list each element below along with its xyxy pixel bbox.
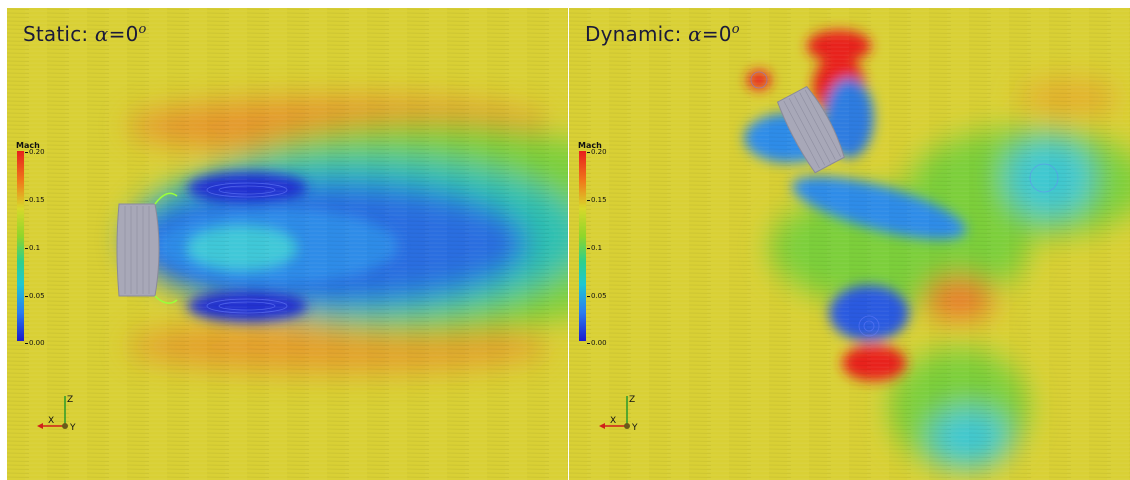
colorbar-gradient (579, 151, 586, 341)
colorbar-gradient (17, 151, 24, 341)
colorbar-tick: 0.00 (587, 339, 607, 347)
capsule-body (776, 85, 845, 174)
colorbar-tick: 0.15 (25, 196, 45, 204)
colorbar-tick: 0.20 (587, 148, 607, 156)
static-flow-panel: Static: α=0o Mach 0.20 0.15 0.1 0.05 0.0… (7, 8, 568, 480)
colorbar-tick: 0.00 (25, 339, 45, 347)
capsule-body (116, 192, 178, 304)
colorbar-tick: 0.05 (25, 292, 45, 300)
panel-title: Static: α=0o (23, 22, 147, 46)
dynamic-flow-field (569, 8, 1130, 480)
axes-triad-icon: Z X Y (599, 395, 638, 433)
vortex-swirls (206, 182, 288, 314)
axes-triad-icon: Z X Y (37, 395, 76, 433)
axis-z-label: Z (67, 395, 73, 405)
colorbar-tick: 0.1 (25, 244, 40, 252)
colorbar-label: Mach (578, 141, 602, 150)
mach-colorbar: Mach 0.20 0.15 0.1 0.05 0.00 (16, 141, 76, 351)
vortex-swirls (750, 71, 1059, 337)
panel-title: Dynamic: α=0o (585, 22, 740, 46)
mach-colorbar: Mach 0.20 0.15 0.1 0.05 0.00 (578, 141, 638, 351)
colorbar-tick: 0.05 (587, 292, 607, 300)
axis-y-label: Y (69, 423, 76, 433)
colorbar-label: Mach (16, 141, 40, 150)
colorbar-tick: 0.20 (25, 148, 45, 156)
colorbar-tick: 0.15 (587, 196, 607, 204)
axis-z-label: Z (629, 395, 635, 405)
colorbar-tick: 0.1 (587, 244, 602, 252)
axis-x-label: X (610, 416, 616, 426)
static-flow-field (7, 8, 568, 480)
axis-y-label: Y (631, 423, 638, 433)
dynamic-flow-panel: Dynamic: α=0o Mach 0.20 0.15 0.1 0.05 0.… (569, 8, 1130, 480)
axis-x-label: X (48, 416, 54, 426)
